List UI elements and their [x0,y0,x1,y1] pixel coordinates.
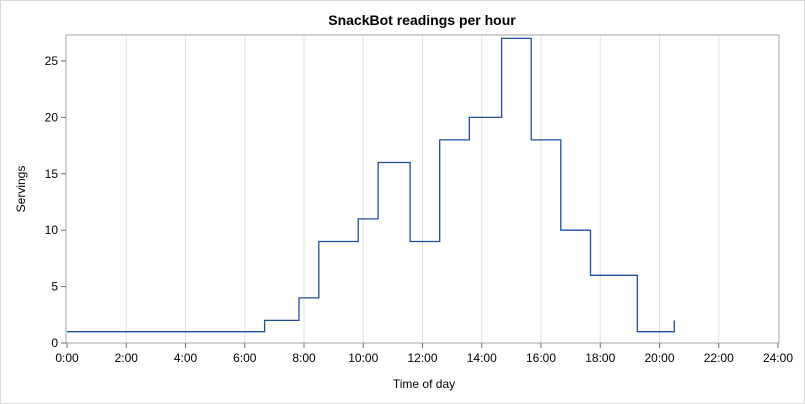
y-tick-label: 15 [45,167,59,181]
x-tick-label: 10:00 [348,351,378,365]
series-group [67,37,675,333]
y-tick-label: 10 [45,223,59,237]
y-tick-label: 5 [51,280,58,294]
x-tick-label: 16:00 [526,351,556,365]
x-axis: 0:00 2:00 4:00 6:00 8:00 10:00 12:00 14:00 16:00… [55,343,793,365]
x-tick-label: 12:00 [407,351,437,365]
grid-lines [125,35,720,343]
x-tick-label: 8:00 [292,351,316,365]
y-tick-label: 0 [51,336,58,350]
x-tick-label: 20:00 [644,351,674,365]
series-line [67,37,675,333]
y-tick-label: 20 [45,110,59,124]
x-tick-label: 14:00 [467,351,497,365]
y-tick-label: 25 [45,54,59,68]
x-tick-label: 4:00 [174,351,198,365]
x-tick-label: 22:00 [704,351,734,365]
y-axis: 0 5 10 15 20 25 [45,54,66,350]
x-tick-label: 18:00 [585,351,615,365]
x-tick-label: 2:00 [115,351,139,365]
chart-title: SnackBot readings per hour [328,12,516,28]
y-axis-label: Servings [14,166,28,213]
x-tick-label: 6:00 [233,351,257,365]
x-tick-label: 24:00 [763,351,793,365]
x-axis-label: Time of day [393,377,455,391]
x-tick-label: 0:00 [55,351,79,365]
